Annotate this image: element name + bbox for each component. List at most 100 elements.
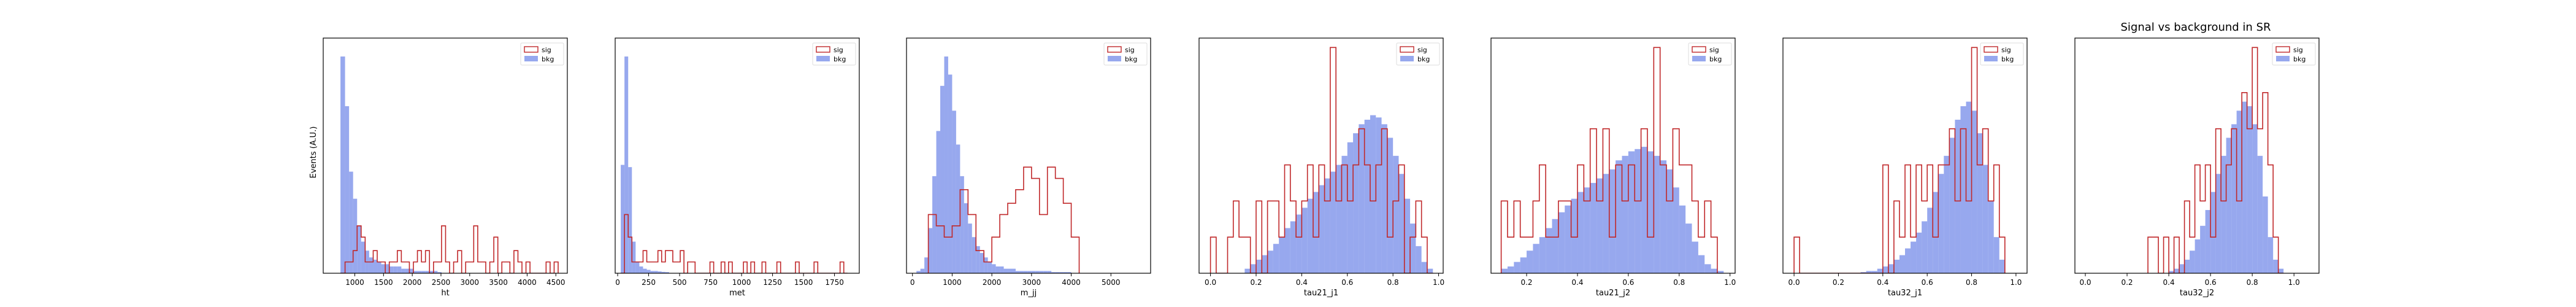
bkg-bar (1692, 241, 1698, 273)
bkg-bar (992, 264, 996, 273)
bkg-bar (1035, 271, 1040, 273)
bkg-bar (1387, 138, 1393, 273)
bkg-bar (1944, 155, 1950, 273)
bkg-bar (349, 171, 353, 273)
bkg-bar (944, 56, 948, 273)
bkg-bar (1597, 178, 1603, 273)
sig-step-line (1793, 47, 2006, 273)
legend-swatch-sig (1984, 46, 1998, 53)
x-axis-label: m_jj (1021, 289, 1037, 298)
x-axis-label: met (729, 289, 745, 298)
bkg-bar (2169, 271, 2174, 273)
bkg-bar (1628, 151, 1635, 273)
bkg-bar (1404, 198, 1411, 273)
x-tick-label: 0.8 (1966, 278, 1977, 287)
legend-label-bkg: bkg (2001, 55, 2014, 63)
bkg-bar (665, 272, 669, 273)
bkg-bar (1647, 151, 1654, 273)
legend-label-sig: sig (1417, 46, 1427, 54)
bkg-bar (413, 271, 418, 273)
legend-label-bkg: bkg (1417, 55, 1430, 63)
bkg-bar (948, 74, 953, 273)
bkg-bar (1376, 117, 1382, 273)
x-tick-label: 5000 (1102, 278, 1121, 287)
x-tick-label: 4500 (546, 278, 565, 287)
x-tick-label: 0.6 (1622, 278, 1634, 287)
bkg-bar (940, 85, 945, 273)
x-tick-label: 1500 (794, 278, 813, 287)
bkg-bar (397, 266, 402, 273)
bkg-bar (433, 271, 438, 273)
sig-step-line (927, 166, 1080, 273)
bkg-bar (1982, 165, 1988, 273)
bkg-bar (1507, 266, 1514, 273)
x-tick-label: 0 (910, 278, 915, 287)
bkg-bar (1063, 272, 1068, 273)
x-tick-label: 0.8 (2247, 278, 2258, 287)
bkg-bar (1603, 174, 1609, 273)
plot-area (1209, 47, 1433, 273)
bkg-bar (1616, 160, 1622, 273)
legend-swatch-sig (524, 46, 539, 53)
bkg-bar (1003, 268, 1008, 273)
bkg-bar (1546, 228, 1552, 273)
bkg-bar (1427, 268, 1433, 273)
plot-area (2147, 47, 2284, 273)
bkg-bar (1717, 271, 1724, 273)
x-tick-label: 0.2 (1520, 278, 1532, 287)
legend-swatch-bkg (524, 56, 538, 61)
bkg-bar (1971, 111, 1977, 273)
axes-frame (906, 37, 1151, 274)
bkg-bar (1999, 259, 2005, 273)
bkg-bar (2278, 268, 2284, 273)
x-tick-label: 2000 (983, 278, 1002, 287)
bkg-bar (2210, 192, 2216, 273)
bkg-bar (1359, 124, 1365, 273)
bkg-bar (1635, 149, 1641, 273)
bkg-bar (979, 252, 984, 273)
bkg-bar (345, 106, 350, 273)
bkg-bar (621, 165, 625, 273)
x-axis-label: tau32_j2 (2180, 289, 2214, 298)
bkg-bar (1871, 271, 1877, 273)
bkg-bar (952, 111, 956, 273)
bkg-bar (1031, 271, 1036, 273)
bkg-bar (650, 271, 654, 273)
bkg-bar (646, 270, 651, 273)
bkg-bar (425, 271, 430, 273)
bkg-bar (1055, 272, 1060, 273)
bkg-bar (1590, 182, 1597, 273)
bkg-bar (1860, 272, 1866, 273)
legend-swatch-sig (1107, 46, 1122, 53)
sig-step-line (2147, 47, 2284, 273)
bkg-bar (340, 56, 345, 273)
bkg-bar (1039, 271, 1044, 273)
legend-swatch-bkg (1400, 56, 1414, 61)
x-axis-label: tau32_j1 (1888, 289, 1922, 298)
bkg-bar (2179, 264, 2185, 273)
bkg-bar (1609, 169, 1616, 273)
plot-area (1793, 47, 2006, 273)
bkg-bar (373, 259, 378, 273)
bkg-bar (1051, 272, 1056, 273)
legend-label-sig: sig (2293, 46, 2303, 54)
legend-label-bkg: bkg (2293, 55, 2306, 63)
bkg-bar (1019, 271, 1024, 273)
bkg-bar (932, 176, 937, 273)
bkg-bar (1267, 251, 1273, 273)
x-tick-label: 0.4 (1877, 278, 1888, 287)
bkg-bar (1673, 187, 1679, 273)
legend-label-bkg: bkg (1709, 55, 1722, 63)
bkg-bar (1319, 185, 1325, 273)
x-tick-label: 0 (615, 278, 620, 287)
bkg-bar (987, 262, 992, 273)
bkg-bar (437, 272, 442, 273)
legend-swatch-bkg (2276, 56, 2290, 61)
x-tick-label: 4000 (518, 278, 537, 287)
bkg-bar (1888, 264, 1894, 273)
x-tick-label: 1750 (825, 278, 844, 287)
